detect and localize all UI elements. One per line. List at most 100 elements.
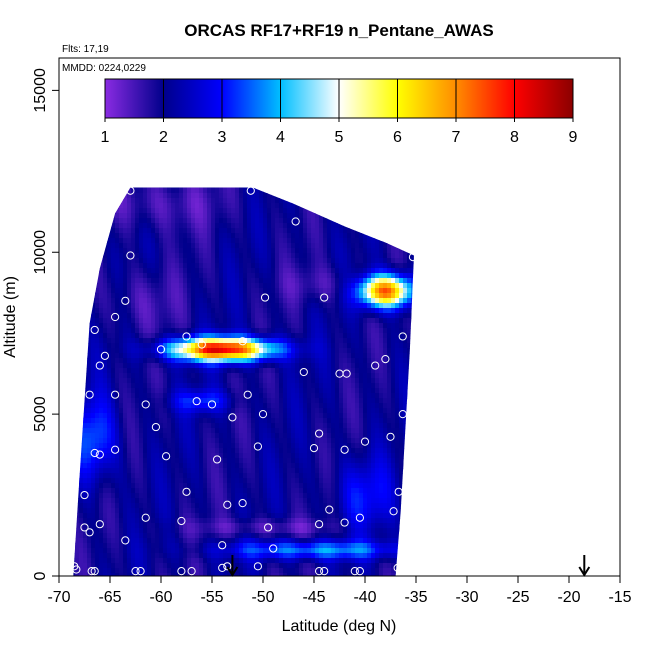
heatmap-cell <box>123 228 128 234</box>
heatmap-cell <box>73 298 76 304</box>
heatmap-cell <box>95 213 100 219</box>
heatmap-cell <box>73 488 76 494</box>
heatmap-cell <box>175 493 180 499</box>
heatmap-cell <box>171 208 176 214</box>
heatmap-cell <box>111 298 116 304</box>
heatmap-cell <box>91 348 96 354</box>
heatmap-cell <box>211 373 216 379</box>
heatmap-cell <box>75 458 80 464</box>
heatmap-cell <box>159 388 164 394</box>
heatmap-cell <box>143 173 148 179</box>
heatmap-cell <box>283 308 288 314</box>
heatmap-cell <box>275 303 280 309</box>
heatmap-cell <box>115 468 120 474</box>
heatmap-cell <box>79 343 84 349</box>
heatmap-cell <box>159 323 164 329</box>
heatmap-cell <box>211 463 216 469</box>
heatmap-cell <box>75 198 80 204</box>
heatmap-cell <box>91 288 96 294</box>
heatmap-cell <box>287 413 292 419</box>
heatmap-cell <box>151 448 156 454</box>
heatmap-cell <box>73 187 76 189</box>
heatmap-cell <box>235 568 240 574</box>
heatmap-cell <box>83 193 88 199</box>
heatmap-cell <box>175 448 180 454</box>
heatmap-cell <box>211 393 216 399</box>
heatmap-cell <box>223 398 228 404</box>
heatmap-cell <box>283 178 288 184</box>
heatmap-cell <box>91 178 96 184</box>
heatmap-cell <box>247 298 252 304</box>
heatmap-cell <box>147 293 152 299</box>
heatmap-cell <box>223 438 228 444</box>
heatmap-cell <box>155 523 160 529</box>
heatmap-cell <box>243 398 248 404</box>
heatmap-cell <box>199 533 204 539</box>
heatmap-cell <box>251 558 256 564</box>
heatmap-cell <box>303 393 308 399</box>
heatmap-cell <box>211 453 216 459</box>
heatmap-cell <box>107 378 112 384</box>
heatmap-cell <box>159 453 164 459</box>
heatmap-cell <box>175 198 180 204</box>
heatmap-cell <box>73 483 76 489</box>
heatmap-cell <box>287 388 292 394</box>
heatmap-cell <box>303 438 308 444</box>
heatmap-cell <box>307 383 312 389</box>
heatmap-cell <box>299 503 304 509</box>
heatmap-cell <box>195 378 200 384</box>
heatmap-cell <box>299 268 304 274</box>
heatmap-cell <box>307 458 312 464</box>
heatmap-cell <box>171 343 176 349</box>
heatmap-cell <box>131 218 136 224</box>
heatmap-cell <box>143 278 148 284</box>
heatmap-cell <box>135 428 140 434</box>
heatmap-cell <box>235 443 240 449</box>
heatmap-cell <box>151 473 156 479</box>
heatmap-cell <box>239 353 244 359</box>
heatmap-cell <box>203 413 208 419</box>
heatmap-cell <box>227 403 232 409</box>
heatmap-cell <box>303 328 308 334</box>
heatmap-cell <box>199 193 204 199</box>
heatmap-cell <box>231 408 236 414</box>
heatmap-cell <box>295 563 300 569</box>
heatmap-cell <box>175 218 180 224</box>
heatmap-cell <box>79 568 84 574</box>
heatmap-cell <box>199 478 204 484</box>
heatmap-cell <box>127 558 132 564</box>
heatmap-cell <box>191 233 196 239</box>
heatmap-cell <box>83 473 88 479</box>
heatmap-cell <box>183 348 188 354</box>
heatmap-cell <box>135 493 140 499</box>
heatmap-cell <box>219 448 224 454</box>
heatmap-cell <box>167 478 172 484</box>
heatmap-cell <box>207 523 212 529</box>
heatmap-cell <box>191 248 196 254</box>
heatmap-cell <box>235 513 240 519</box>
heatmap-cell <box>235 263 240 269</box>
heatmap-cell <box>163 368 168 374</box>
heatmap-cell <box>171 248 176 254</box>
heatmap-cell <box>135 478 140 484</box>
heatmap-cell <box>171 483 176 489</box>
heatmap-cell <box>247 503 252 509</box>
heatmap-cell <box>127 328 132 334</box>
heatmap-cell <box>239 338 244 344</box>
heatmap-cell <box>279 393 284 399</box>
heatmap-cell <box>315 378 320 384</box>
heatmap-cell <box>87 328 92 334</box>
heatmap-cell <box>311 228 316 234</box>
heatmap-cell <box>187 203 192 209</box>
heatmap-cell <box>295 518 300 524</box>
heatmap-cell <box>119 318 124 324</box>
heatmap-cell <box>175 528 180 534</box>
heatmap-cell <box>163 318 168 324</box>
heatmap-cell <box>107 228 112 234</box>
heatmap-cell <box>267 533 272 539</box>
heatmap-cell <box>223 478 228 484</box>
heatmap-cell <box>143 493 148 499</box>
heatmap-cell <box>263 233 268 239</box>
heatmap-cell <box>243 453 248 459</box>
heatmap-cell <box>107 553 112 559</box>
